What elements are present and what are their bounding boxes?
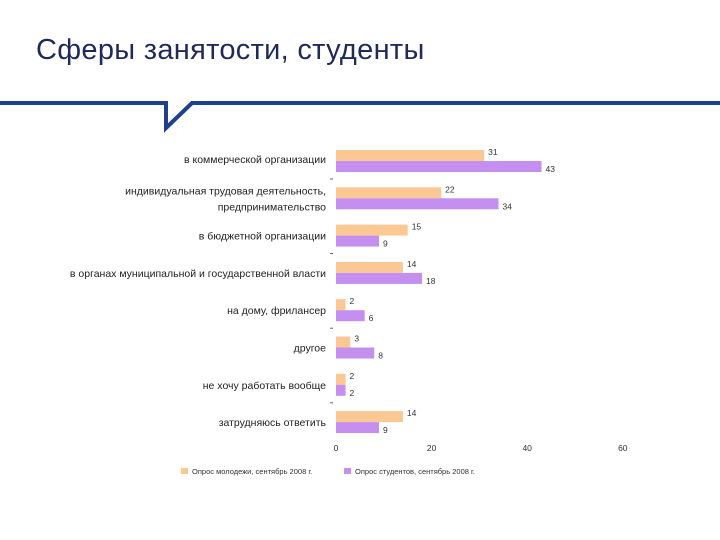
data-label-series2-cat7: 2 xyxy=(350,388,355,398)
bars-layer: 31 22 15 14 2 3 2 14 43 34 9 18 6 8 2 9 xyxy=(336,147,555,435)
legend-label-1: Опрос молодежи, сентябрь 2008 г. xyxy=(192,467,312,476)
bar-series1-cat7 xyxy=(336,373,346,385)
bar-series1-cat5 xyxy=(336,299,346,311)
data-label-series2-cat1: 43 xyxy=(546,164,556,174)
category-label-6: другое xyxy=(294,343,327,355)
bar-series1-cat1 xyxy=(336,150,485,161)
bar-series2-cat4 xyxy=(336,272,423,284)
data-label-series1-cat5: 2 xyxy=(350,296,355,306)
data-label-series2-cat4: 18 xyxy=(426,276,436,286)
x-tick-label-40: 40 xyxy=(522,443,532,453)
data-label-series2-cat3: 9 xyxy=(383,239,388,249)
category-label-1: в коммерческой организации xyxy=(184,154,326,166)
bar-series2-cat7 xyxy=(336,384,346,396)
page-title: Сферы занятости, студенты xyxy=(36,34,425,66)
bar-series2-cat1 xyxy=(336,161,542,172)
bar-series1-cat6 xyxy=(336,336,351,348)
legend-swatch-2 xyxy=(344,468,351,474)
data-label-series2-cat8: 9 xyxy=(383,425,388,435)
data-label-series2-cat5: 6 xyxy=(369,313,374,323)
legend-label-2: Опрос студентов, сентябрь 2008 г. xyxy=(355,467,475,476)
bar-series2-cat5 xyxy=(336,310,365,322)
data-label-series1-cat7: 2 xyxy=(350,371,355,381)
data-label-series2-cat6: 8 xyxy=(378,351,383,361)
category-label-8: затрудняюсь ответить xyxy=(219,417,327,429)
data-label-series1-cat8: 14 xyxy=(407,408,417,418)
x-tick-label-20: 20 xyxy=(427,443,437,453)
data-label-series1-cat4: 14 xyxy=(407,259,417,269)
category-labels: в коммерческой организации индивидуальная… xyxy=(70,154,333,429)
bar-series2-cat3 xyxy=(336,235,380,247)
legend: Опрос молодежи, сентябрь 2008 г. Опрос ст… xyxy=(181,467,475,476)
category-label-7: не хочу работать вообще xyxy=(203,380,326,392)
bar-series1-cat2 xyxy=(336,187,442,199)
x-tick-label-0: 0 xyxy=(334,443,339,453)
bar-series1-cat4 xyxy=(336,261,403,273)
legend-swatch-1 xyxy=(181,468,188,474)
category-label-2-line2: предпринимательство xyxy=(218,201,326,213)
bar-series2-cat6 xyxy=(336,347,375,359)
bar-series2-cat2 xyxy=(336,198,499,210)
data-label-series1-cat6: 3 xyxy=(354,334,359,344)
category-label-5: на дому, фрилансер xyxy=(227,305,326,317)
bar-series2-cat8 xyxy=(336,422,380,434)
data-label-series1-cat2: 22 xyxy=(445,184,455,194)
bar-series1-cat8 xyxy=(336,411,403,423)
data-label-series1-cat1: 31 xyxy=(488,147,498,157)
x-axis: 0 20 40 60 xyxy=(334,443,628,453)
category-label-3: в бюджетной организации xyxy=(199,231,326,243)
x-tick-label-60: 60 xyxy=(618,443,628,453)
category-label-2-line1: индивидуальная трудовая деятельность, xyxy=(125,185,326,197)
callout-line xyxy=(0,101,720,133)
category-label-4: в органах муниципальной и государственно… xyxy=(70,268,326,280)
data-label-series2-cat2: 34 xyxy=(503,201,513,211)
data-label-series1-cat3: 15 xyxy=(412,222,422,232)
bar-series1-cat3 xyxy=(336,224,408,236)
